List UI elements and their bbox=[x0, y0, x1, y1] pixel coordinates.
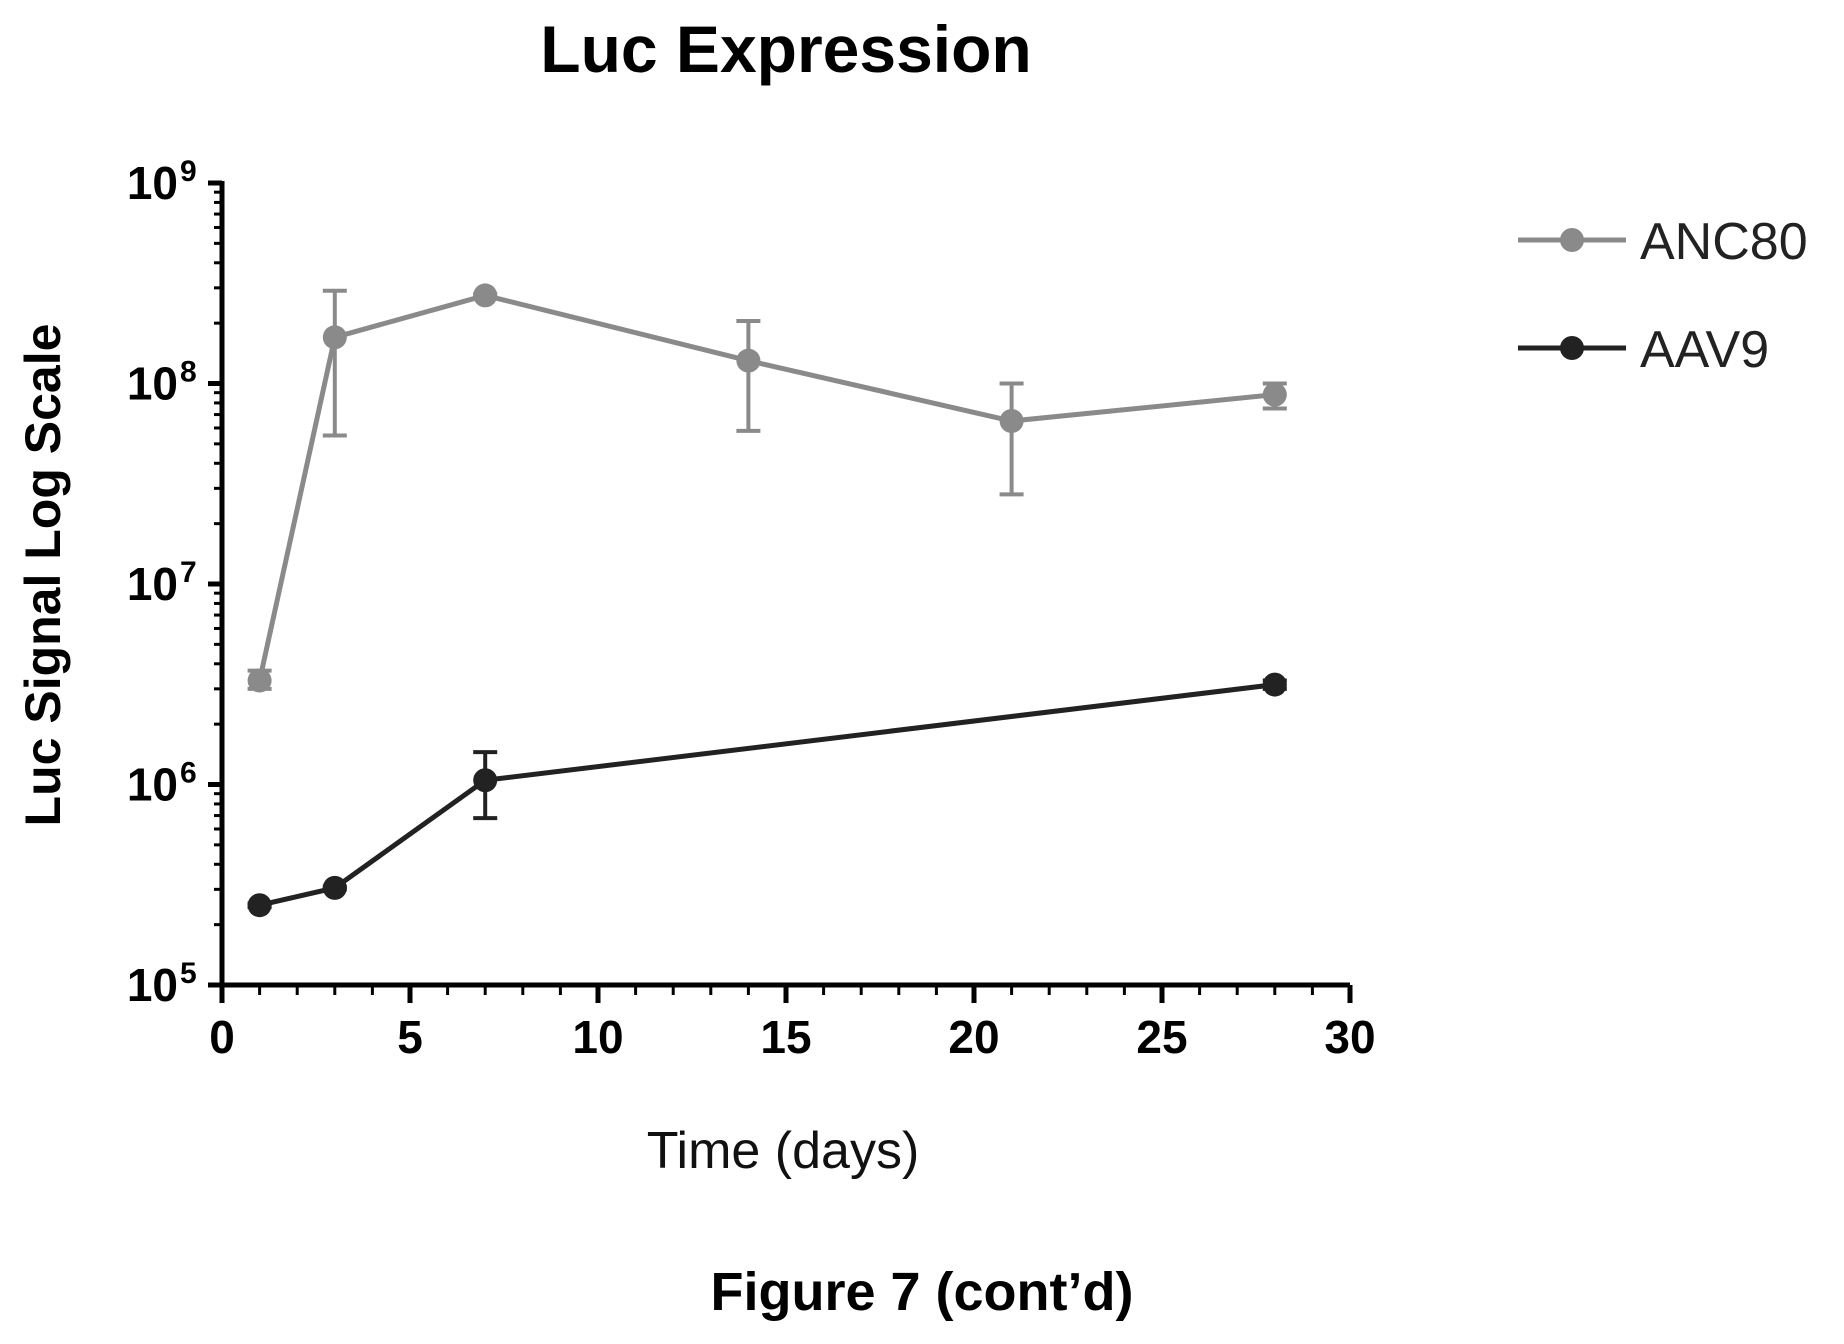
series-anc80 bbox=[247, 283, 1287, 693]
y-tick-label-exponent: 5 bbox=[180, 957, 197, 990]
series-line-anc80 bbox=[257, 292, 1276, 682]
data-point bbox=[247, 668, 272, 693]
legend-label-aav9: AAV9 bbox=[1640, 321, 1769, 379]
series-line-aav9 bbox=[259, 682, 1276, 908]
series-layer bbox=[247, 283, 1287, 918]
x-tick-label: 0 bbox=[209, 1011, 235, 1063]
data-point bbox=[736, 348, 761, 373]
x-tick-label: 20 bbox=[948, 1011, 999, 1063]
y-tick-label: 10 bbox=[127, 759, 178, 811]
data-point bbox=[322, 875, 347, 900]
data-point bbox=[473, 768, 498, 793]
x-tick-label: 15 bbox=[760, 1011, 811, 1063]
x-tick-label: 25 bbox=[1136, 1011, 1187, 1063]
data-point bbox=[473, 283, 498, 308]
x-tick-label: 10 bbox=[572, 1011, 623, 1063]
legend-label-anc80: ANC80 bbox=[1640, 213, 1808, 271]
y-tick-label: 10 bbox=[127, 558, 178, 610]
axes: 10 510 610 710 810 90 5 10 15 20 25 30 bbox=[127, 155, 1376, 1063]
chart-title: Luc Expression bbox=[540, 12, 1032, 86]
legend-marker-anc80 bbox=[1560, 228, 1584, 252]
figure-caption: Figure 7 (cont’d) bbox=[711, 1262, 1134, 1322]
series-aav9 bbox=[247, 672, 1287, 918]
x-axis-label: Time (days) bbox=[647, 1122, 920, 1180]
y-tick-label: 10 bbox=[127, 358, 178, 410]
legend-marker-aav9 bbox=[1560, 336, 1584, 360]
data-point bbox=[1262, 672, 1287, 697]
x-tick-label: 5 bbox=[397, 1011, 423, 1063]
y-tick-label-exponent: 6 bbox=[180, 757, 197, 790]
y-tick-label-exponent: 9 bbox=[180, 155, 197, 188]
data-point bbox=[322, 325, 347, 350]
data-point bbox=[999, 409, 1024, 434]
y-tick-label: 10 bbox=[127, 157, 178, 209]
data-point bbox=[247, 893, 272, 918]
data-point bbox=[1262, 382, 1287, 407]
y-tick-label-exponent: 8 bbox=[180, 356, 197, 389]
y-axis-label: Luc Signal Log Scale bbox=[15, 324, 71, 827]
y-tick-label: 10 bbox=[127, 959, 178, 1011]
legend: ANC80 AAV9 bbox=[1518, 213, 1808, 379]
y-tick-label-exponent: 7 bbox=[180, 556, 197, 589]
x-tick-label: 30 bbox=[1324, 1011, 1375, 1063]
